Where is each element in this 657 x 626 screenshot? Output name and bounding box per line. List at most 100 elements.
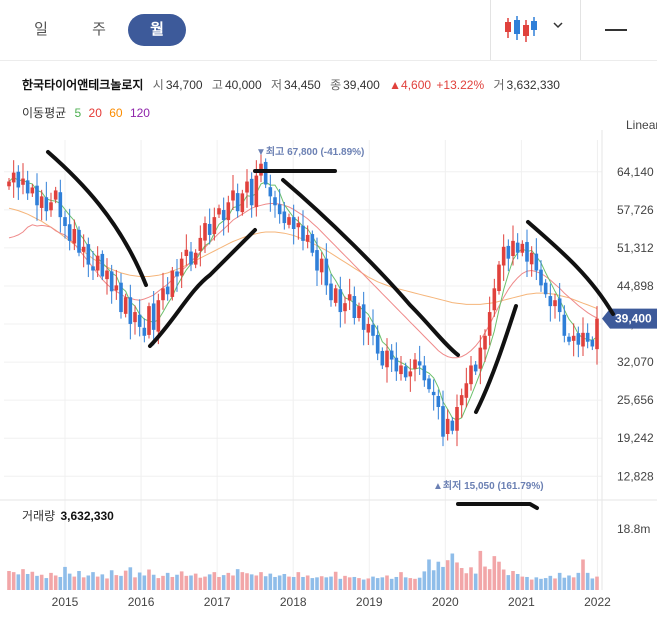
candle-body	[525, 242, 529, 262]
chevron-down-icon[interactable]	[551, 18, 565, 32]
candle-body	[366, 323, 371, 333]
volume-bar	[417, 577, 422, 590]
volume-bar	[296, 572, 301, 590]
candle-body	[16, 171, 21, 188]
volume-bar	[170, 576, 175, 590]
volume-bar	[49, 572, 53, 590]
candle-body	[296, 223, 301, 228]
candle-body	[553, 300, 557, 307]
candle-body	[198, 237, 203, 251]
tab-week[interactable]: 주	[92, 21, 106, 38]
volume-bar	[515, 573, 520, 590]
change-percent: +13.22%	[436, 78, 485, 92]
candle	[333, 284, 338, 307]
candle-body	[147, 306, 151, 335]
candle	[207, 208, 212, 245]
candle	[147, 302, 151, 339]
candle	[450, 417, 455, 435]
chart-grid	[0, 130, 657, 590]
candle	[179, 252, 184, 289]
candle	[459, 388, 464, 418]
candle-body	[329, 283, 333, 301]
x-tick-label: 2019	[356, 595, 383, 609]
candle	[487, 296, 492, 346]
candle	[142, 318, 147, 343]
candle-body	[422, 365, 427, 381]
volume-bar	[450, 553, 455, 590]
minus-icon[interactable]	[605, 29, 627, 31]
candlestick-icon[interactable]	[500, 12, 540, 46]
volume-bar	[221, 575, 226, 590]
candle-body	[469, 365, 473, 385]
candle-body	[357, 306, 361, 318]
y-tick-label: 25,656	[617, 393, 654, 407]
candle	[203, 216, 207, 254]
candle-body	[170, 270, 175, 297]
volume-bar	[338, 578, 343, 590]
candle-body	[86, 244, 91, 265]
tab-day[interactable]: 일	[34, 21, 48, 38]
candle	[385, 338, 389, 383]
volume-bar	[520, 576, 525, 590]
volume-bar	[39, 574, 44, 590]
candle	[63, 210, 67, 239]
candle	[422, 355, 427, 387]
candle-body	[380, 350, 385, 366]
tab-month[interactable]: 월	[128, 14, 186, 46]
candle-body	[539, 269, 543, 286]
candle	[301, 210, 305, 251]
candle	[585, 323, 590, 349]
candle	[511, 225, 515, 266]
candle	[170, 266, 175, 301]
candle-body	[77, 229, 81, 253]
candle	[436, 389, 441, 420]
volume-bar	[184, 575, 189, 590]
candle	[375, 325, 380, 361]
volume-bar	[333, 571, 338, 590]
candle	[273, 190, 277, 218]
scribble-line	[148, 228, 257, 348]
volume-bar	[408, 578, 413, 590]
volume-bar	[576, 572, 581, 590]
candle-body	[436, 396, 441, 407]
volume-bar	[212, 572, 217, 590]
candle-body	[497, 264, 501, 292]
volume-bar	[385, 575, 389, 590]
candle-body	[492, 288, 497, 311]
candle-body	[450, 420, 455, 431]
candle-body	[25, 180, 30, 194]
candle	[515, 233, 520, 260]
volume-bar	[291, 576, 296, 590]
candle-body	[385, 350, 389, 368]
candle-body	[408, 371, 413, 377]
candle-body	[520, 243, 525, 253]
volume-bar	[114, 575, 119, 590]
y-tick-label: 57,726	[617, 203, 654, 217]
candle	[137, 299, 142, 337]
candle-body	[273, 197, 277, 206]
candle-body	[119, 282, 123, 313]
candle-body	[562, 314, 567, 336]
candle	[478, 335, 483, 385]
header-divider	[0, 60, 657, 61]
candle-body	[557, 298, 562, 313]
volume-bar	[315, 577, 319, 590]
candle-body	[282, 211, 287, 224]
volume-bar	[235, 569, 240, 590]
volume-bar	[394, 576, 399, 590]
volume-bar	[501, 569, 506, 590]
candle-body	[571, 335, 576, 341]
candle-body	[394, 357, 399, 372]
candle	[58, 179, 63, 233]
volume-bar	[422, 571, 427, 590]
volume-bar	[226, 572, 231, 590]
candle	[520, 240, 525, 257]
candle-body	[445, 418, 450, 434]
candle-body	[441, 406, 445, 437]
price-info: 한국타이어앤테크놀로지 시 34,700 고 40,000 저 34,450 종 39,…	[22, 76, 566, 93]
candle	[49, 192, 53, 217]
candle	[133, 305, 137, 335]
volume-bar	[179, 571, 184, 590]
volume-bar	[189, 575, 193, 590]
scale-toggle[interactable]: Linear	[626, 118, 657, 132]
